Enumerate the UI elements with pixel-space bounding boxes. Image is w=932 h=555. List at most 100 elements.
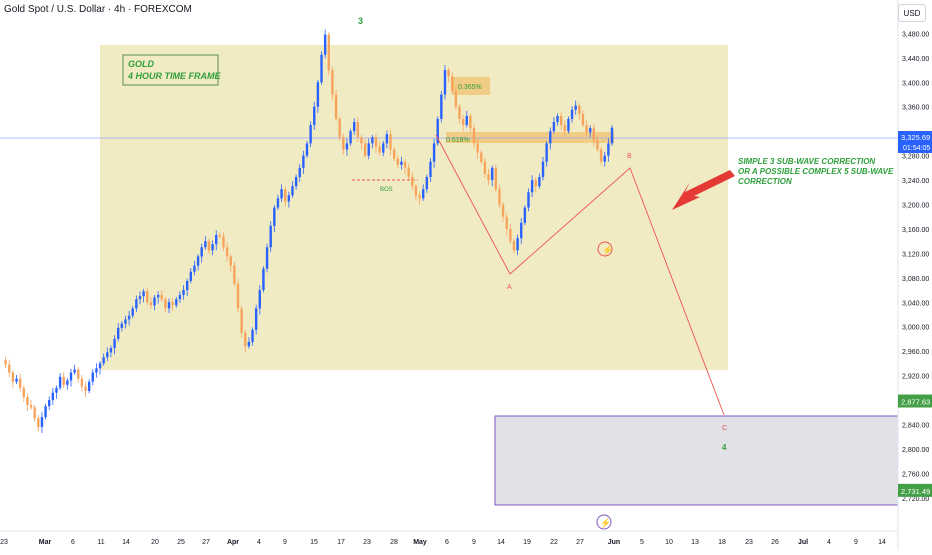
candle-down (327, 34, 330, 71)
wave-3-label: 3 (358, 16, 363, 26)
y-tick-label: 3,360.00 (902, 105, 929, 112)
y-tick-label: 2,920.00 (902, 374, 929, 381)
candle-down (392, 149, 396, 159)
x-tick-label: 4 (257, 539, 261, 546)
candle-up (400, 161, 403, 165)
candle-up (291, 186, 294, 196)
candle-up (443, 70, 447, 95)
candle-up (189, 271, 193, 281)
candle-up (211, 244, 214, 251)
candle-up (316, 82, 320, 107)
candle-down (483, 161, 487, 174)
candle-up (385, 134, 389, 144)
candle-down (84, 386, 87, 391)
fib-0365-zone (452, 77, 490, 95)
candle-up (567, 118, 570, 132)
candle-up (570, 109, 574, 119)
candle-down (334, 94, 338, 119)
candle-down (418, 195, 421, 199)
note-line1: SIMPLE 3 SUB-WAVE CORRECTION (738, 157, 875, 166)
candle-up (55, 387, 58, 393)
candle-up (106, 352, 109, 358)
current-price-value: 3,325.69 (901, 133, 930, 142)
svg-text:⚡: ⚡ (600, 517, 611, 529)
candle-up (48, 400, 51, 407)
x-tick-label: 10 (665, 539, 673, 546)
candle-up (276, 198, 280, 208)
candle-up (254, 308, 258, 330)
y-tick-label: 3,000.00 (902, 325, 929, 332)
candle-down (487, 173, 490, 181)
bos-label: BOS (380, 187, 393, 193)
y-tick-label: 3,040.00 (902, 300, 929, 307)
candle-down (389, 134, 392, 150)
y-tick-label: 3,280.00 (902, 154, 929, 161)
target-box (494, 415, 899, 506)
candle-down (26, 397, 29, 405)
x-tick-label: 13 (691, 539, 699, 546)
candle-down (8, 364, 11, 373)
candle-up (552, 122, 556, 132)
candle-down (581, 114, 585, 126)
x-tick-label: 11 (97, 539, 104, 546)
level-tag-box (898, 483, 932, 497)
candle-down (447, 70, 450, 77)
currency-selector[interactable]: USD (898, 4, 926, 22)
flash-icon: ⚡ (596, 514, 612, 530)
candle-down (476, 143, 479, 153)
candle-up (265, 247, 269, 269)
candle-up (204, 241, 207, 248)
candle-up (490, 167, 494, 181)
symbol-title[interactable]: Gold Spot / U.S. Dollar · 4h · FOREXCOM (4, 4, 192, 15)
candle-up (538, 177, 541, 187)
y-tick-label: 2,800.00 (902, 447, 929, 454)
candle-down (18, 378, 22, 388)
box-label-line1: GOLD (128, 59, 154, 69)
candle-down (33, 407, 36, 419)
x-tick-label: 19 (523, 539, 531, 546)
y-tick-label: 3,440.00 (902, 56, 929, 63)
y-tick-label: 3,200.00 (902, 203, 929, 210)
candle-up (127, 315, 131, 320)
candle-up (269, 225, 272, 248)
candle-up (371, 137, 374, 144)
candle-down (244, 332, 247, 347)
candle-down (218, 235, 222, 237)
x-tick-label: 14 (878, 539, 886, 546)
candle-down (559, 115, 563, 126)
x-tick-label: 14 (497, 539, 505, 546)
candle-up (15, 378, 18, 382)
candle-up (120, 323, 124, 328)
candle-up (193, 265, 196, 272)
candle-up (258, 290, 261, 309)
candlesticks (4, 29, 614, 434)
candle-up (305, 143, 309, 156)
candle-up (142, 291, 145, 297)
candle-down (284, 189, 287, 202)
candle-down (146, 291, 149, 303)
x-tick-label: 17 (337, 539, 345, 546)
candle-down (458, 106, 461, 119)
candle-up (603, 155, 606, 162)
x-tick-label: Apr (227, 539, 239, 546)
candle-up (262, 268, 265, 291)
candle-down (207, 241, 211, 251)
candle-down (236, 283, 240, 309)
x-tick-label: 18 (718, 539, 726, 546)
candle-up (102, 357, 105, 364)
candle-down (411, 177, 414, 187)
y-tick-label: 3,480.00 (902, 31, 929, 38)
x-tick-label: 27 (202, 539, 210, 546)
candle-down (338, 118, 341, 138)
fib-0618-label: 0.618% (446, 137, 470, 144)
candle-up (73, 369, 76, 373)
candle-up (516, 238, 519, 251)
candle-down (501, 204, 505, 217)
x-tick-label: 28 (390, 539, 398, 546)
candle-up (113, 338, 116, 349)
candle-up (541, 161, 545, 177)
candle-down (454, 91, 458, 107)
candle-down (512, 241, 516, 251)
